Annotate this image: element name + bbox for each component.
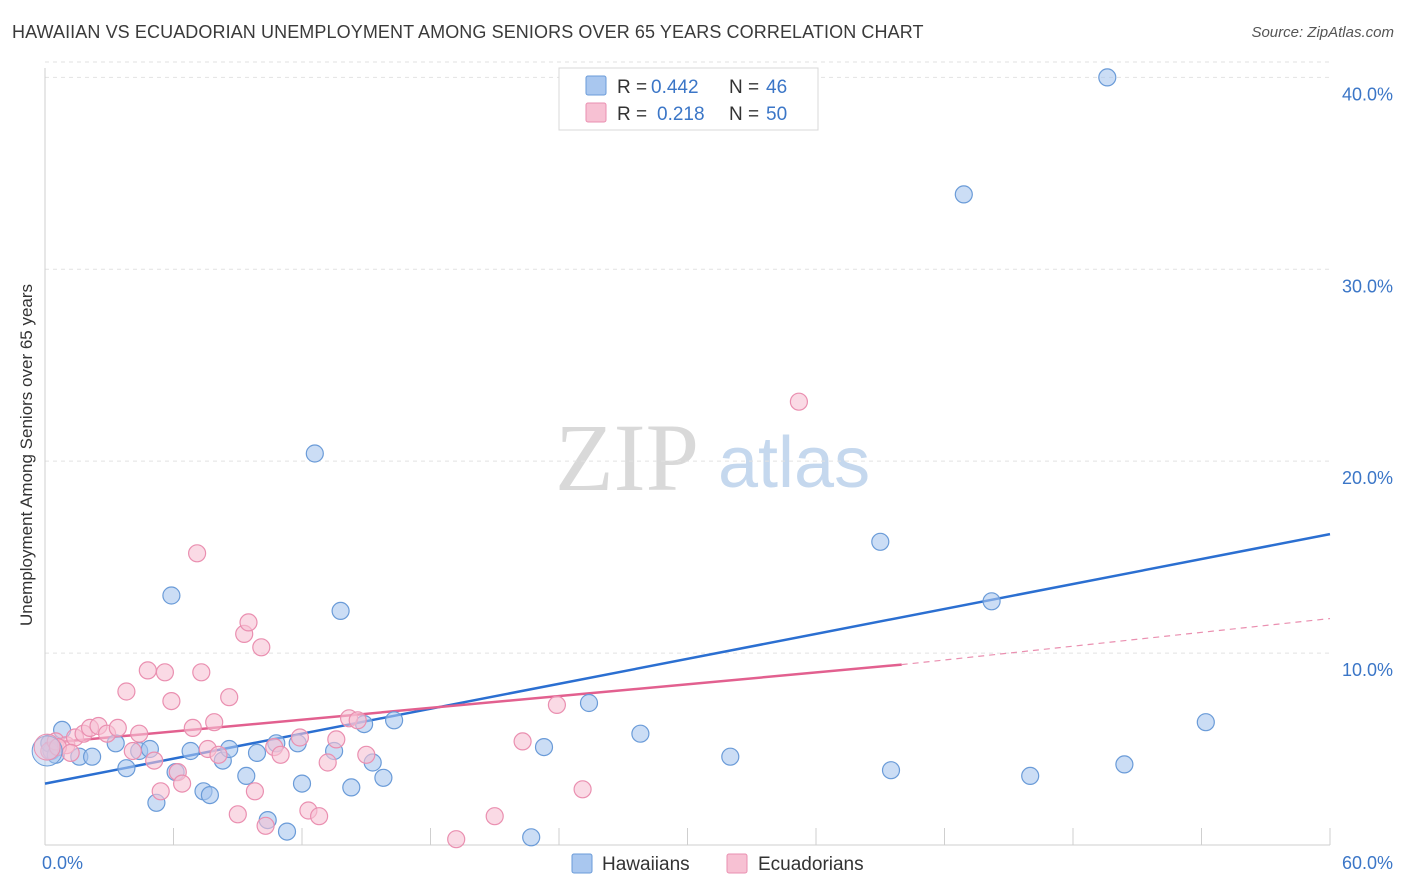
watermark-atlas: atlas — [718, 423, 870, 503]
hawaiians-point-5 — [117, 759, 136, 778]
ecuadorians-point-33 — [271, 745, 290, 764]
legend-r-label-ecuadorians: R = — [617, 104, 647, 125]
ecuadorians-point-21 — [192, 663, 211, 682]
bottom-legend-swatch-hawaiians — [571, 853, 593, 874]
ecuadorians-point-18 — [173, 774, 192, 793]
legend-n-value-ecuadorians: 50 — [766, 104, 787, 125]
ecuadorians-point-8 — [108, 718, 127, 738]
ecuadorians-point-44 — [513, 732, 532, 751]
bottom-legend-swatch-ecuadorians — [726, 853, 748, 874]
hawaiians-point-17 — [247, 743, 267, 763]
hawaiians-point-9 — [162, 586, 181, 605]
hawaiians-point-37 — [881, 761, 901, 780]
ecuadorians-point-28 — [239, 613, 258, 632]
ecuadorians-point-13 — [145, 751, 164, 770]
ecuadorians-point-19 — [183, 718, 202, 738]
legend-n-label-ecuadorians: N = — [729, 104, 759, 125]
ecuadorians-point-30 — [252, 638, 271, 657]
ecuadorians-point-43 — [485, 807, 504, 826]
tick-label-layer: 10.0% 20.0% 30.0% 40.0% 0.0% 60.0% — [42, 84, 1393, 873]
ecuadorians-trend-extension — [901, 617, 1331, 666]
bottom-legend: Hawaiians Ecuadorians — [571, 853, 864, 875]
ecuadorians-cluster-point — [33, 733, 61, 761]
ecuadorians-point-41 — [357, 745, 376, 764]
ecuadorians-point-14 — [151, 782, 170, 801]
ecuadorians-point-26 — [228, 805, 247, 824]
hawaiians-point-23 — [305, 444, 324, 463]
axis-layer — [44, 68, 1331, 846]
ecuadorians-point-31 — [256, 816, 275, 835]
hawaiians-point-26 — [342, 778, 361, 797]
y-tick-label-1: 20.0% — [1342, 468, 1393, 488]
y-tick-label-2: 30.0% — [1342, 276, 1393, 296]
hawaiians-point-25 — [331, 601, 350, 621]
hawaiians-point-16 — [237, 766, 256, 786]
hawaiians-point-33 — [579, 693, 599, 713]
ecuadorians-point-11 — [130, 724, 149, 743]
hawaiians-point-22 — [292, 774, 312, 793]
ecuadorians-point-45 — [547, 695, 567, 715]
hawaiians-point-43 — [1196, 713, 1215, 732]
ecuadorians-point-34 — [290, 728, 309, 747]
legend-r-value-hawaiians: 0.442 — [651, 77, 699, 98]
hawaiians-point-35 — [721, 747, 740, 766]
ecuadorians-point-9 — [117, 682, 136, 701]
hawaiians-point-20 — [277, 822, 297, 841]
x-tick-label-1: 60.0% — [1342, 853, 1393, 873]
points-layer — [31, 68, 1215, 849]
hawaiians-point-36 — [871, 532, 890, 551]
ecuadorians-point-36 — [310, 807, 329, 826]
legend-box: R = 0.442 N = 46 R = 0.218 N = 50 — [558, 67, 819, 131]
ecuadorians-point-40 — [348, 711, 367, 730]
ecuadorians-point-38 — [327, 730, 346, 749]
hawaiians-point-41 — [1098, 68, 1117, 87]
hawaiians-point-3 — [82, 747, 102, 766]
hawaiians-point-13 — [200, 785, 219, 805]
hawaiians-point-11 — [181, 741, 200, 761]
ecuadorians-point-46 — [573, 780, 592, 799]
ecuadorians-point-37 — [318, 753, 337, 772]
hawaiians-trend-line — [44, 532, 1331, 785]
legend-n-label-hawaiians: N = — [729, 77, 759, 98]
hawaiians-point-30 — [385, 711, 404, 730]
hawaiians-point-34 — [631, 724, 650, 743]
ecuadorians-point-10 — [123, 741, 142, 761]
legend-swatch-hawaiians — [585, 75, 607, 96]
ecuadorians-point-24 — [209, 745, 228, 764]
hawaiians-point-40 — [1021, 766, 1040, 786]
y-tick-label-0: 10.0% — [1342, 660, 1393, 680]
hawaiians-point-38 — [954, 185, 973, 204]
ecuadorians-point-23 — [205, 713, 224, 732]
ecuadorians-point-29 — [245, 782, 264, 801]
source-label: Source: ZipAtlas.com — [1251, 24, 1394, 41]
hawaiians-cluster-point — [31, 735, 63, 767]
bottom-legend-label-hawaiians: Hawaiians — [602, 854, 690, 875]
legend-r-label-hawaiians: R = — [617, 77, 647, 98]
watermark-zip: ZIP — [555, 404, 699, 511]
ecuadorians-point-12 — [138, 661, 157, 680]
ecuadorians-point-47 — [789, 392, 809, 411]
x-tick-label-0: 0.0% — [42, 853, 83, 873]
ecuadorians-point-25 — [220, 688, 239, 707]
grid-layer — [45, 61, 1330, 654]
y-tick-label-3: 40.0% — [1342, 84, 1393, 104]
hawaiians-point-32 — [534, 737, 554, 757]
legend-n-value-hawaiians: 46 — [766, 77, 787, 98]
ecuadorians-point-15 — [155, 663, 174, 682]
hawaiians-point-31 — [522, 828, 541, 847]
ecuadorians-point-20 — [188, 544, 207, 563]
chart-title: HAWAIIAN VS ECUADORIAN UNEMPLOYMENT AMON… — [12, 22, 924, 42]
ecuadorians-point-16 — [162, 691, 181, 711]
legend-r-value-ecuadorians: 0.218 — [657, 104, 705, 125]
bottom-legend-label-ecuadorians: Ecuadorians — [758, 854, 864, 875]
hawaiians-point-29 — [374, 768, 393, 787]
hawaiians-point-39 — [982, 592, 1001, 611]
legend-swatch-ecuadorians — [585, 102, 607, 123]
ecuadorians-point-42 — [447, 830, 466, 849]
ecuadorians-point-49 — [61, 743, 80, 763]
hawaiians-point-42 — [1115, 755, 1134, 774]
